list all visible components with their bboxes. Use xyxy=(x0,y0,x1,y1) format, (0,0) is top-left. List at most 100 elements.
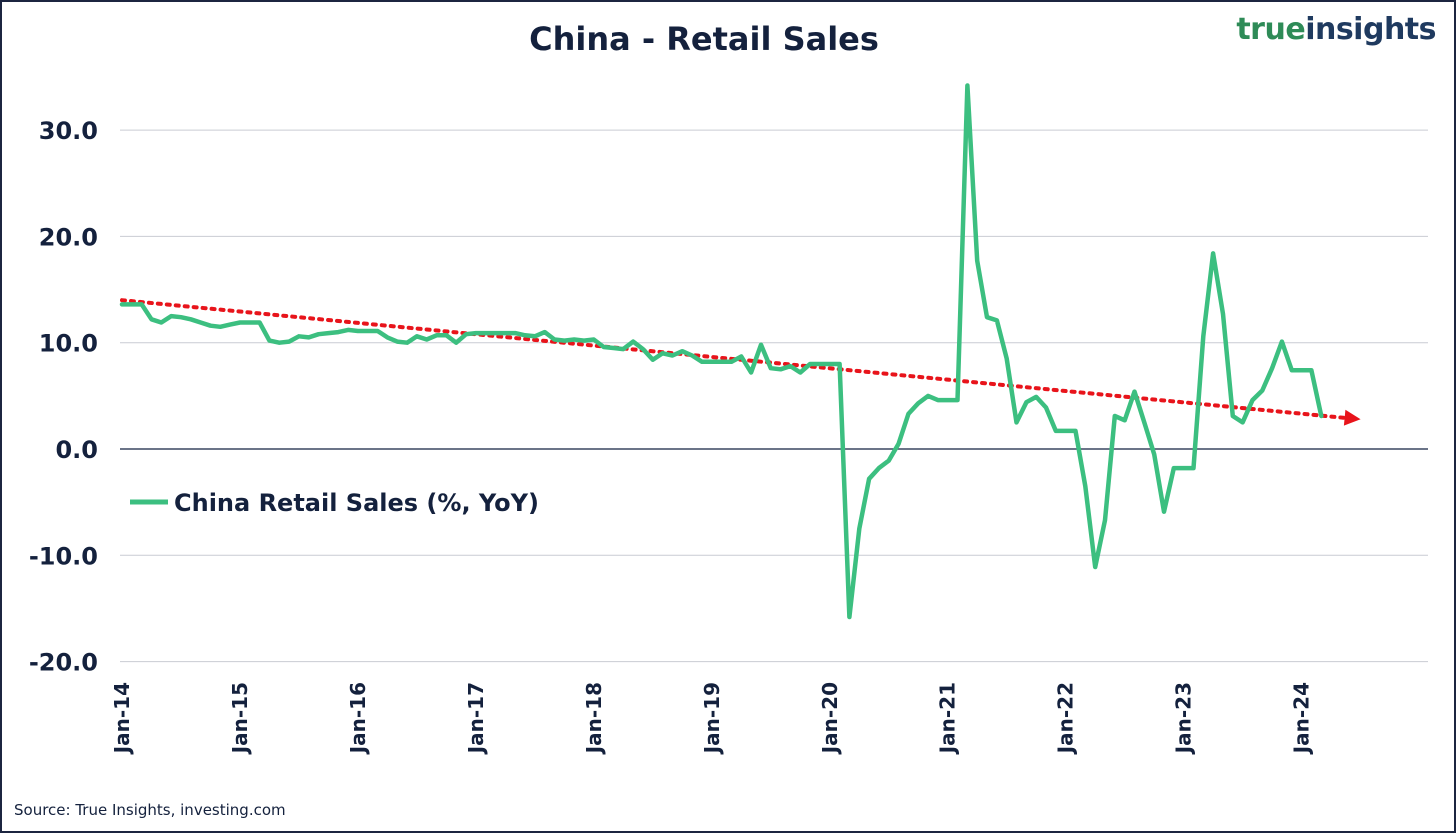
data-point xyxy=(199,321,202,324)
data-point xyxy=(416,335,418,338)
data-point xyxy=(838,363,841,365)
data-point xyxy=(1074,430,1077,432)
data-point xyxy=(1182,467,1185,469)
data-point xyxy=(583,339,585,342)
data-point xyxy=(249,321,251,324)
data-point xyxy=(858,527,861,530)
x-tick-label: Jan-20 xyxy=(818,682,842,755)
data-point xyxy=(121,303,123,306)
data-point xyxy=(475,332,477,334)
x-tick-label: Jan-24 xyxy=(1290,682,1314,755)
data-point xyxy=(848,616,851,618)
data-point xyxy=(986,316,988,319)
data-point xyxy=(1251,399,1254,401)
data-point xyxy=(1084,485,1087,488)
data-point xyxy=(140,303,143,306)
data-point xyxy=(730,361,733,363)
data-point xyxy=(553,338,556,341)
data-point xyxy=(907,413,910,415)
data-point xyxy=(455,341,458,344)
chart-title: China - Retail Sales xyxy=(529,20,879,58)
data-point xyxy=(327,332,330,334)
y-tick-label: -20.0 xyxy=(29,649,98,677)
data-point xyxy=(1114,415,1116,417)
data-point xyxy=(1035,396,1037,398)
data-point xyxy=(1123,419,1126,422)
data-point xyxy=(337,331,340,333)
data-point xyxy=(357,330,359,332)
data-point xyxy=(396,340,399,343)
data-point xyxy=(612,347,615,349)
data-point xyxy=(131,303,133,306)
data-point xyxy=(661,352,664,355)
grid-layer xyxy=(120,129,1428,663)
data-point xyxy=(1153,453,1155,456)
data-point xyxy=(1045,406,1047,409)
data-point xyxy=(229,323,231,326)
data-point xyxy=(239,321,241,324)
data-point xyxy=(298,335,300,338)
source-note: Source: True Insights, investing.com xyxy=(14,801,286,819)
data-point xyxy=(1015,421,1018,424)
data-point xyxy=(1143,421,1146,424)
data-point xyxy=(760,344,762,346)
data-point xyxy=(868,478,870,480)
y-axis-ticks: 30.0 20.0 10.0 0.0 -10.0 -20.0 xyxy=(29,117,98,677)
data-point xyxy=(150,318,153,321)
data-point xyxy=(376,330,379,332)
data-point xyxy=(671,354,674,357)
data-point xyxy=(278,341,281,344)
data-point xyxy=(701,361,703,363)
data-point xyxy=(927,395,929,397)
data-point xyxy=(642,348,644,350)
legend-label: China Retail Sales (%, YoY) xyxy=(174,489,539,517)
data-point xyxy=(966,84,969,87)
data-point xyxy=(976,260,978,262)
y-tick-label: 0.0 xyxy=(55,436,98,464)
data-point xyxy=(1005,357,1008,360)
data-point xyxy=(1261,389,1264,392)
data-point xyxy=(190,318,192,321)
data-point xyxy=(160,321,163,324)
data-point xyxy=(1310,369,1313,372)
data-point xyxy=(799,371,802,374)
data-point xyxy=(543,331,546,333)
data-point xyxy=(1281,340,1283,343)
x-tick-label: Jan-17 xyxy=(464,682,488,755)
data-point xyxy=(681,350,684,353)
data-point xyxy=(1300,369,1303,372)
data-point xyxy=(219,326,222,328)
data-point xyxy=(386,336,389,339)
data-point xyxy=(563,339,566,342)
data-point xyxy=(1320,415,1323,417)
data-point xyxy=(1094,566,1096,568)
x-axis-ticks: Jan-14 Jan-15 Jan-16 Jan-17 Jan-18 Jan-19 Jan-… xyxy=(110,682,1314,755)
data-point xyxy=(770,367,772,370)
data-point xyxy=(956,399,959,401)
data-point xyxy=(1241,421,1244,424)
series-layer xyxy=(119,83,1324,620)
data-point xyxy=(740,355,743,358)
brand-word-insights: insights xyxy=(1305,12,1436,47)
x-tick-label: Jan-21 xyxy=(936,682,960,755)
data-point xyxy=(1025,401,1028,404)
data-point xyxy=(573,338,575,341)
data-point xyxy=(593,338,595,341)
data-point xyxy=(809,363,811,365)
data-point xyxy=(347,329,349,331)
data-point xyxy=(1064,430,1067,432)
x-tick-label: Jan-23 xyxy=(1172,682,1196,755)
data-point xyxy=(819,363,821,365)
data-point xyxy=(1163,510,1165,513)
data-point xyxy=(829,363,831,365)
y-tick-label: 20.0 xyxy=(39,223,98,251)
data-point xyxy=(750,371,752,374)
data-point xyxy=(170,315,172,317)
data-point xyxy=(504,332,507,334)
data-point xyxy=(1291,369,1293,372)
data-point xyxy=(1173,467,1175,469)
trend-arrowhead xyxy=(1343,409,1361,426)
data-point xyxy=(209,324,212,327)
y-tick-label: 10.0 xyxy=(39,330,98,358)
